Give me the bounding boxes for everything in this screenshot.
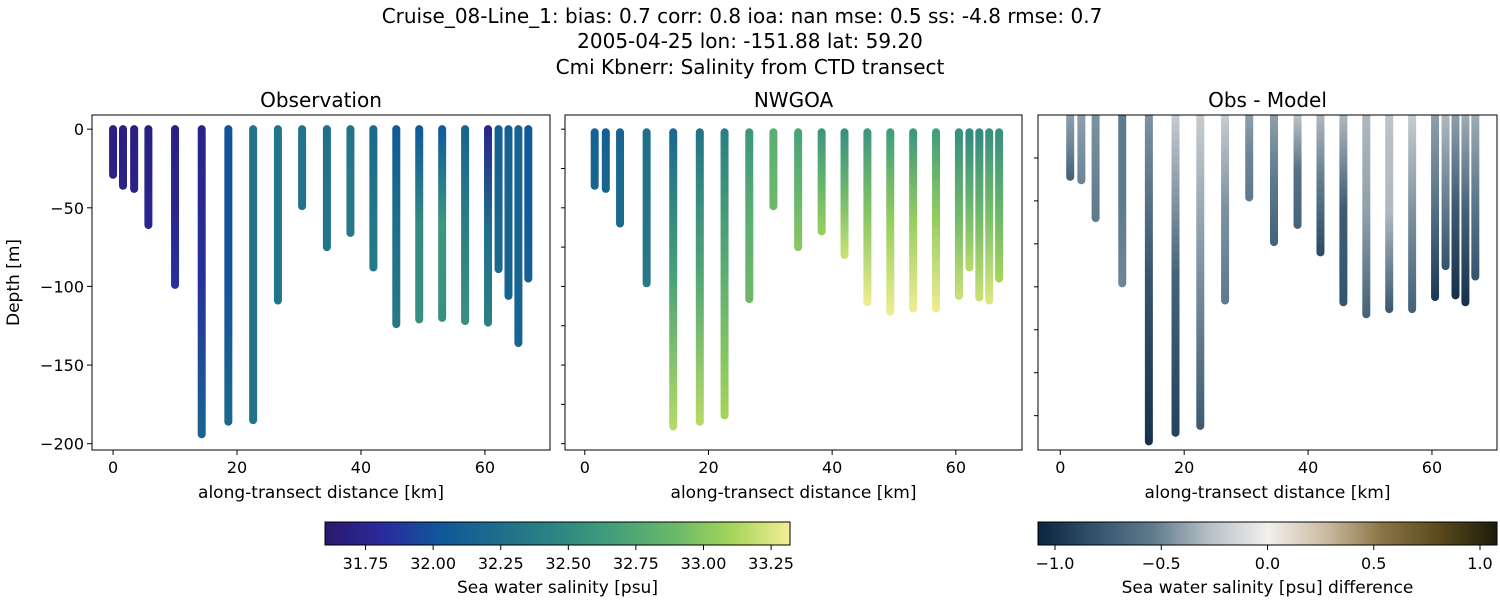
colorbar-bar xyxy=(324,521,791,546)
x-tick-label: 20 xyxy=(1174,458,1194,477)
x-axis-label: along-transect distance [km] xyxy=(671,483,917,503)
colorbar-tick-label: 32.75 xyxy=(613,554,659,573)
panel-title: NWGOA xyxy=(754,88,834,112)
y-tick-label: 0 xyxy=(74,120,84,139)
colorbar-tick-label: 33.25 xyxy=(748,554,794,573)
colorbar-tick-label: 0.5 xyxy=(1361,554,1386,573)
colorbar-difference: −1.0 −0.5 0.0 0.5 1.0 Sea water salinity [psu… xyxy=(1036,521,1498,598)
y-tick-label: −100 xyxy=(40,277,84,296)
colorbar-tick-label: 32.00 xyxy=(410,554,456,573)
bars xyxy=(1066,115,1480,446)
panel-nwgoa: NWGOA 0 20 40 60 along-transect distance [km] xyxy=(561,88,1023,503)
colorbar-tick-label: 31.75 xyxy=(343,554,389,573)
title-line-3: Cmi Kbnerr: Salinity from CTD transect xyxy=(556,55,945,79)
axes-frame xyxy=(564,114,1023,451)
axes-frame xyxy=(1037,114,1498,451)
x-tick-label: 60 xyxy=(1422,458,1442,477)
x-tick-label: 60 xyxy=(946,458,966,477)
panel-observation: Observation 0 20 40 60 along-transect distanc… xyxy=(4,88,551,503)
colorbar-salinity: 31.75 32.00 32.25 32.50 32.75 33.00 33.25 Sea w… xyxy=(324,521,794,598)
x-tick-label: 40 xyxy=(1298,458,1318,477)
panel-title: Obs - Model xyxy=(1208,88,1327,112)
x-tick-label: 40 xyxy=(351,458,371,477)
colorbar-tick-label: 33.00 xyxy=(681,554,727,573)
x-tick-label: 20 xyxy=(698,458,718,477)
colorbar-tick-label: −0.5 xyxy=(1142,554,1181,573)
title-line-1: Cruise_08-Line_1: bias: 0.7 corr: 0.8 io… xyxy=(382,4,1103,28)
x-axis-label: along-transect distance [km] xyxy=(1145,483,1391,503)
x-tick-label: 40 xyxy=(822,458,842,477)
x-tick-label: 0 xyxy=(108,458,118,477)
x-tick-label: 60 xyxy=(475,458,495,477)
y-axis-label: Depth [m] xyxy=(4,239,24,326)
colorbar-tick-label: −1.0 xyxy=(1036,554,1075,573)
x-tick-label: 0 xyxy=(1055,458,1065,477)
colorbar-tick-label: 1.0 xyxy=(1467,554,1492,573)
colorbar-tick-label: 32.50 xyxy=(545,554,591,573)
colorbar-label: Sea water salinity [psu] xyxy=(457,578,658,598)
colorbar-tick-label: 0.0 xyxy=(1255,554,1280,573)
bars xyxy=(590,128,1004,431)
title-line-2: 2005-04-25 lon: -151.88 lat: 59.20 xyxy=(577,29,923,53)
axes-frame xyxy=(91,114,551,451)
y-tick-label: −200 xyxy=(40,435,84,454)
colorbar-bar xyxy=(1037,521,1498,546)
y-tick-label: −50 xyxy=(50,199,84,218)
colorbar-label: Sea water salinity [psu] difference xyxy=(1122,578,1414,598)
x-tick-label: 0 xyxy=(580,458,590,477)
panel-obs-minus-model: Obs - Model 0 20 40 60 along-transect distanc… xyxy=(1034,88,1498,503)
x-axis-label: along-transect distance [km] xyxy=(198,483,444,503)
y-tick-label: −150 xyxy=(40,356,84,375)
x-tick-label: 20 xyxy=(227,458,247,477)
panel-title: Observation xyxy=(260,88,382,112)
colorbar-tick-label: 32.25 xyxy=(478,554,524,573)
bars xyxy=(109,125,533,439)
